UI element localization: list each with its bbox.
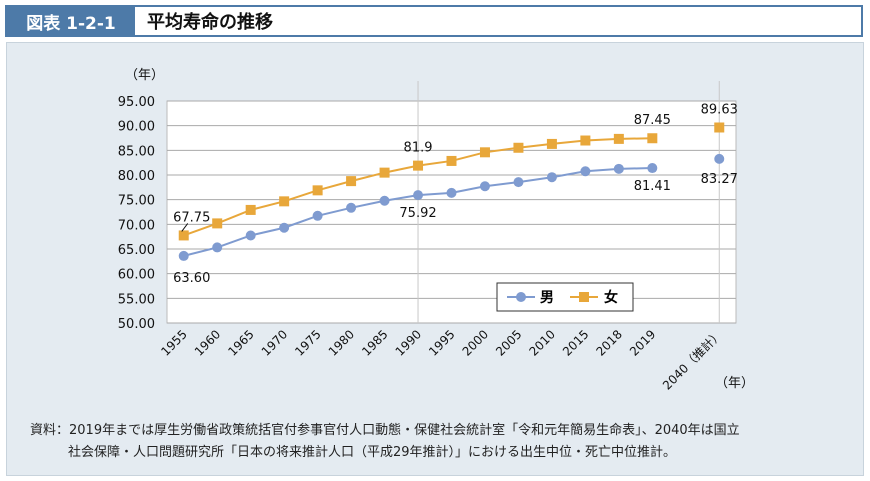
x-tick-label: 1985 [359, 327, 390, 358]
chart-panel: 50.00 55.00 60.00 65.00 70.00 75.00 80.00 85.00… [6, 42, 864, 476]
y-tick-label: 65.00 [118, 243, 155, 258]
male-point [613, 163, 624, 174]
data-label: 67.75 [173, 210, 210, 225]
legend-female-marker [579, 292, 589, 302]
x-tick-label: 1975 [292, 327, 323, 358]
x-tick-label: 1990 [393, 327, 424, 358]
male-point [245, 230, 256, 241]
figure-label: 図表 1-2-1 [7, 7, 135, 35]
male-point [479, 181, 490, 192]
female-point [580, 135, 591, 146]
female-point [613, 133, 624, 144]
line-chart: 50.00 55.00 60.00 65.00 70.00 75.00 80.00 85.00… [118, 68, 754, 393]
female-point [647, 133, 658, 144]
male-point [279, 222, 290, 233]
x-tick-label: 1955 [158, 327, 189, 358]
x-tick-label: 2019 [627, 327, 658, 358]
x-axis-label: （年） [715, 376, 754, 391]
female-point [279, 196, 290, 207]
male-point [580, 166, 591, 177]
x-tick-label: 1970 [259, 327, 290, 358]
male-point [212, 242, 223, 253]
y-tick-label: 70.00 [118, 218, 155, 233]
female-point [546, 138, 557, 149]
female-point [178, 230, 189, 241]
label-leader-line [181, 223, 189, 232]
male-point [714, 153, 725, 164]
x-tick-label: 2010 [527, 327, 558, 358]
male-point [346, 202, 357, 213]
data-label: 81.41 [634, 179, 671, 194]
male-point [312, 210, 323, 221]
header: 図表 1-2-1 平均寿命の推移 [5, 5, 863, 37]
x-tick-label: 2018 [593, 327, 624, 358]
data-label: 63.60 [173, 271, 210, 286]
y-tick-label: 55.00 [118, 292, 155, 307]
male-point [446, 187, 457, 198]
chart-title: 平均寿命の推移 [147, 12, 273, 33]
legend-female-label: 女 [604, 289, 618, 306]
x-tick-label: 1995 [426, 327, 457, 358]
data-label: 89.63 [701, 102, 738, 117]
female-point [446, 155, 457, 166]
data-label: 83.27 [701, 172, 738, 187]
data-label: 75.92 [399, 206, 436, 221]
male-point [513, 177, 524, 188]
female-point [212, 218, 223, 229]
x-tick-label: 1960 [192, 327, 223, 358]
x-tick-label: 2000 [460, 327, 491, 358]
legend-male-label: 男 [540, 290, 554, 306]
male-point [379, 195, 390, 206]
female-point [714, 122, 725, 133]
female-point [312, 185, 323, 196]
x-tick-label: 1965 [225, 327, 256, 358]
y-tick-label: 75.00 [118, 194, 155, 209]
y-tick-label: 95.00 [118, 95, 155, 110]
data-label: 81.9 [404, 141, 433, 156]
x-tick-label: 2015 [560, 327, 591, 358]
y-tick-label: 90.00 [118, 120, 155, 135]
male-point [178, 250, 189, 261]
male-point [647, 163, 658, 174]
male-point [546, 172, 557, 183]
y-tick-label: 85.00 [118, 144, 155, 159]
source-note-line1: 資料：2019年までは厚生労働省政策統括官付参事官付人口動態・保健社会統計室「令… [30, 423, 740, 438]
y-tick-label: 50.00 [118, 317, 155, 332]
y-axis-label: （年） [125, 68, 164, 83]
data-label: 87.45 [634, 113, 671, 128]
female-point [413, 160, 424, 171]
legend-male-marker [516, 292, 526, 302]
female-point [245, 204, 256, 215]
x-tick-label: 1980 [326, 327, 357, 358]
y-tick-label: 60.00 [118, 268, 155, 283]
female-point [346, 176, 357, 187]
x-tick-label: 2005 [493, 327, 524, 358]
y-tick-label: 80.00 [118, 169, 155, 184]
female-point [513, 142, 524, 153]
female-point [379, 167, 390, 178]
male-point [413, 190, 424, 201]
source-note-line2: 社会保障・人口問題研究所「日本の将来推計人口（平成29年推計）」における出生中位… [68, 445, 677, 460]
female-point [479, 147, 490, 158]
